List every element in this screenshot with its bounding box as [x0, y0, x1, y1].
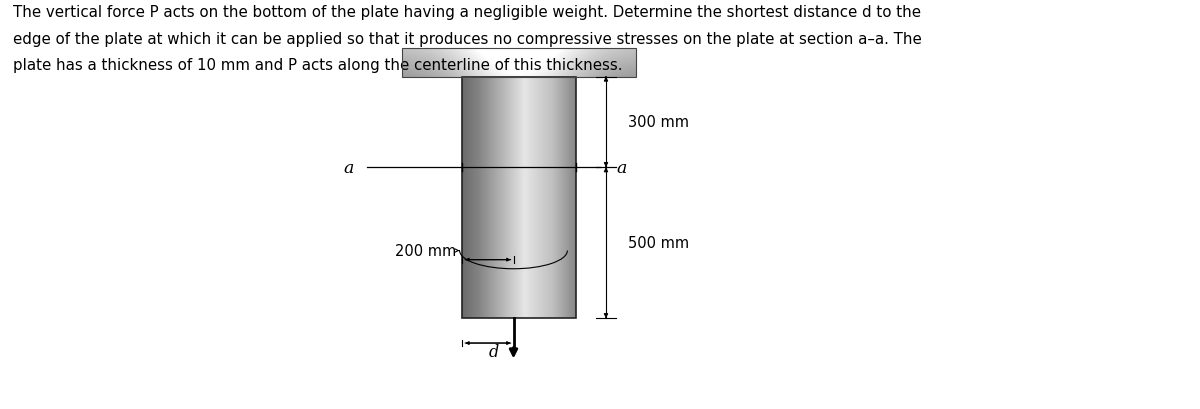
- Text: The vertical force P acts on the bottom of the plate having a negligible weight.: The vertical force P acts on the bottom …: [13, 5, 922, 20]
- Text: a: a: [343, 159, 354, 176]
- Text: 200 mm: 200 mm: [395, 243, 456, 258]
- Text: d: d: [488, 343, 499, 360]
- Text: plate has a thickness of 10 mm and P acts along the centerline of this thickness: plate has a thickness of 10 mm and P act…: [13, 58, 623, 73]
- Text: 500 mm: 500 mm: [628, 236, 689, 251]
- Text: edge of the plate at which it can be applied so that it produces no compressive : edge of the plate at which it can be app…: [13, 32, 922, 47]
- Text: 300 mm: 300 mm: [628, 115, 689, 130]
- Bar: [462, 77, 576, 319]
- Bar: [402, 49, 636, 77]
- Text: a: a: [617, 159, 626, 176]
